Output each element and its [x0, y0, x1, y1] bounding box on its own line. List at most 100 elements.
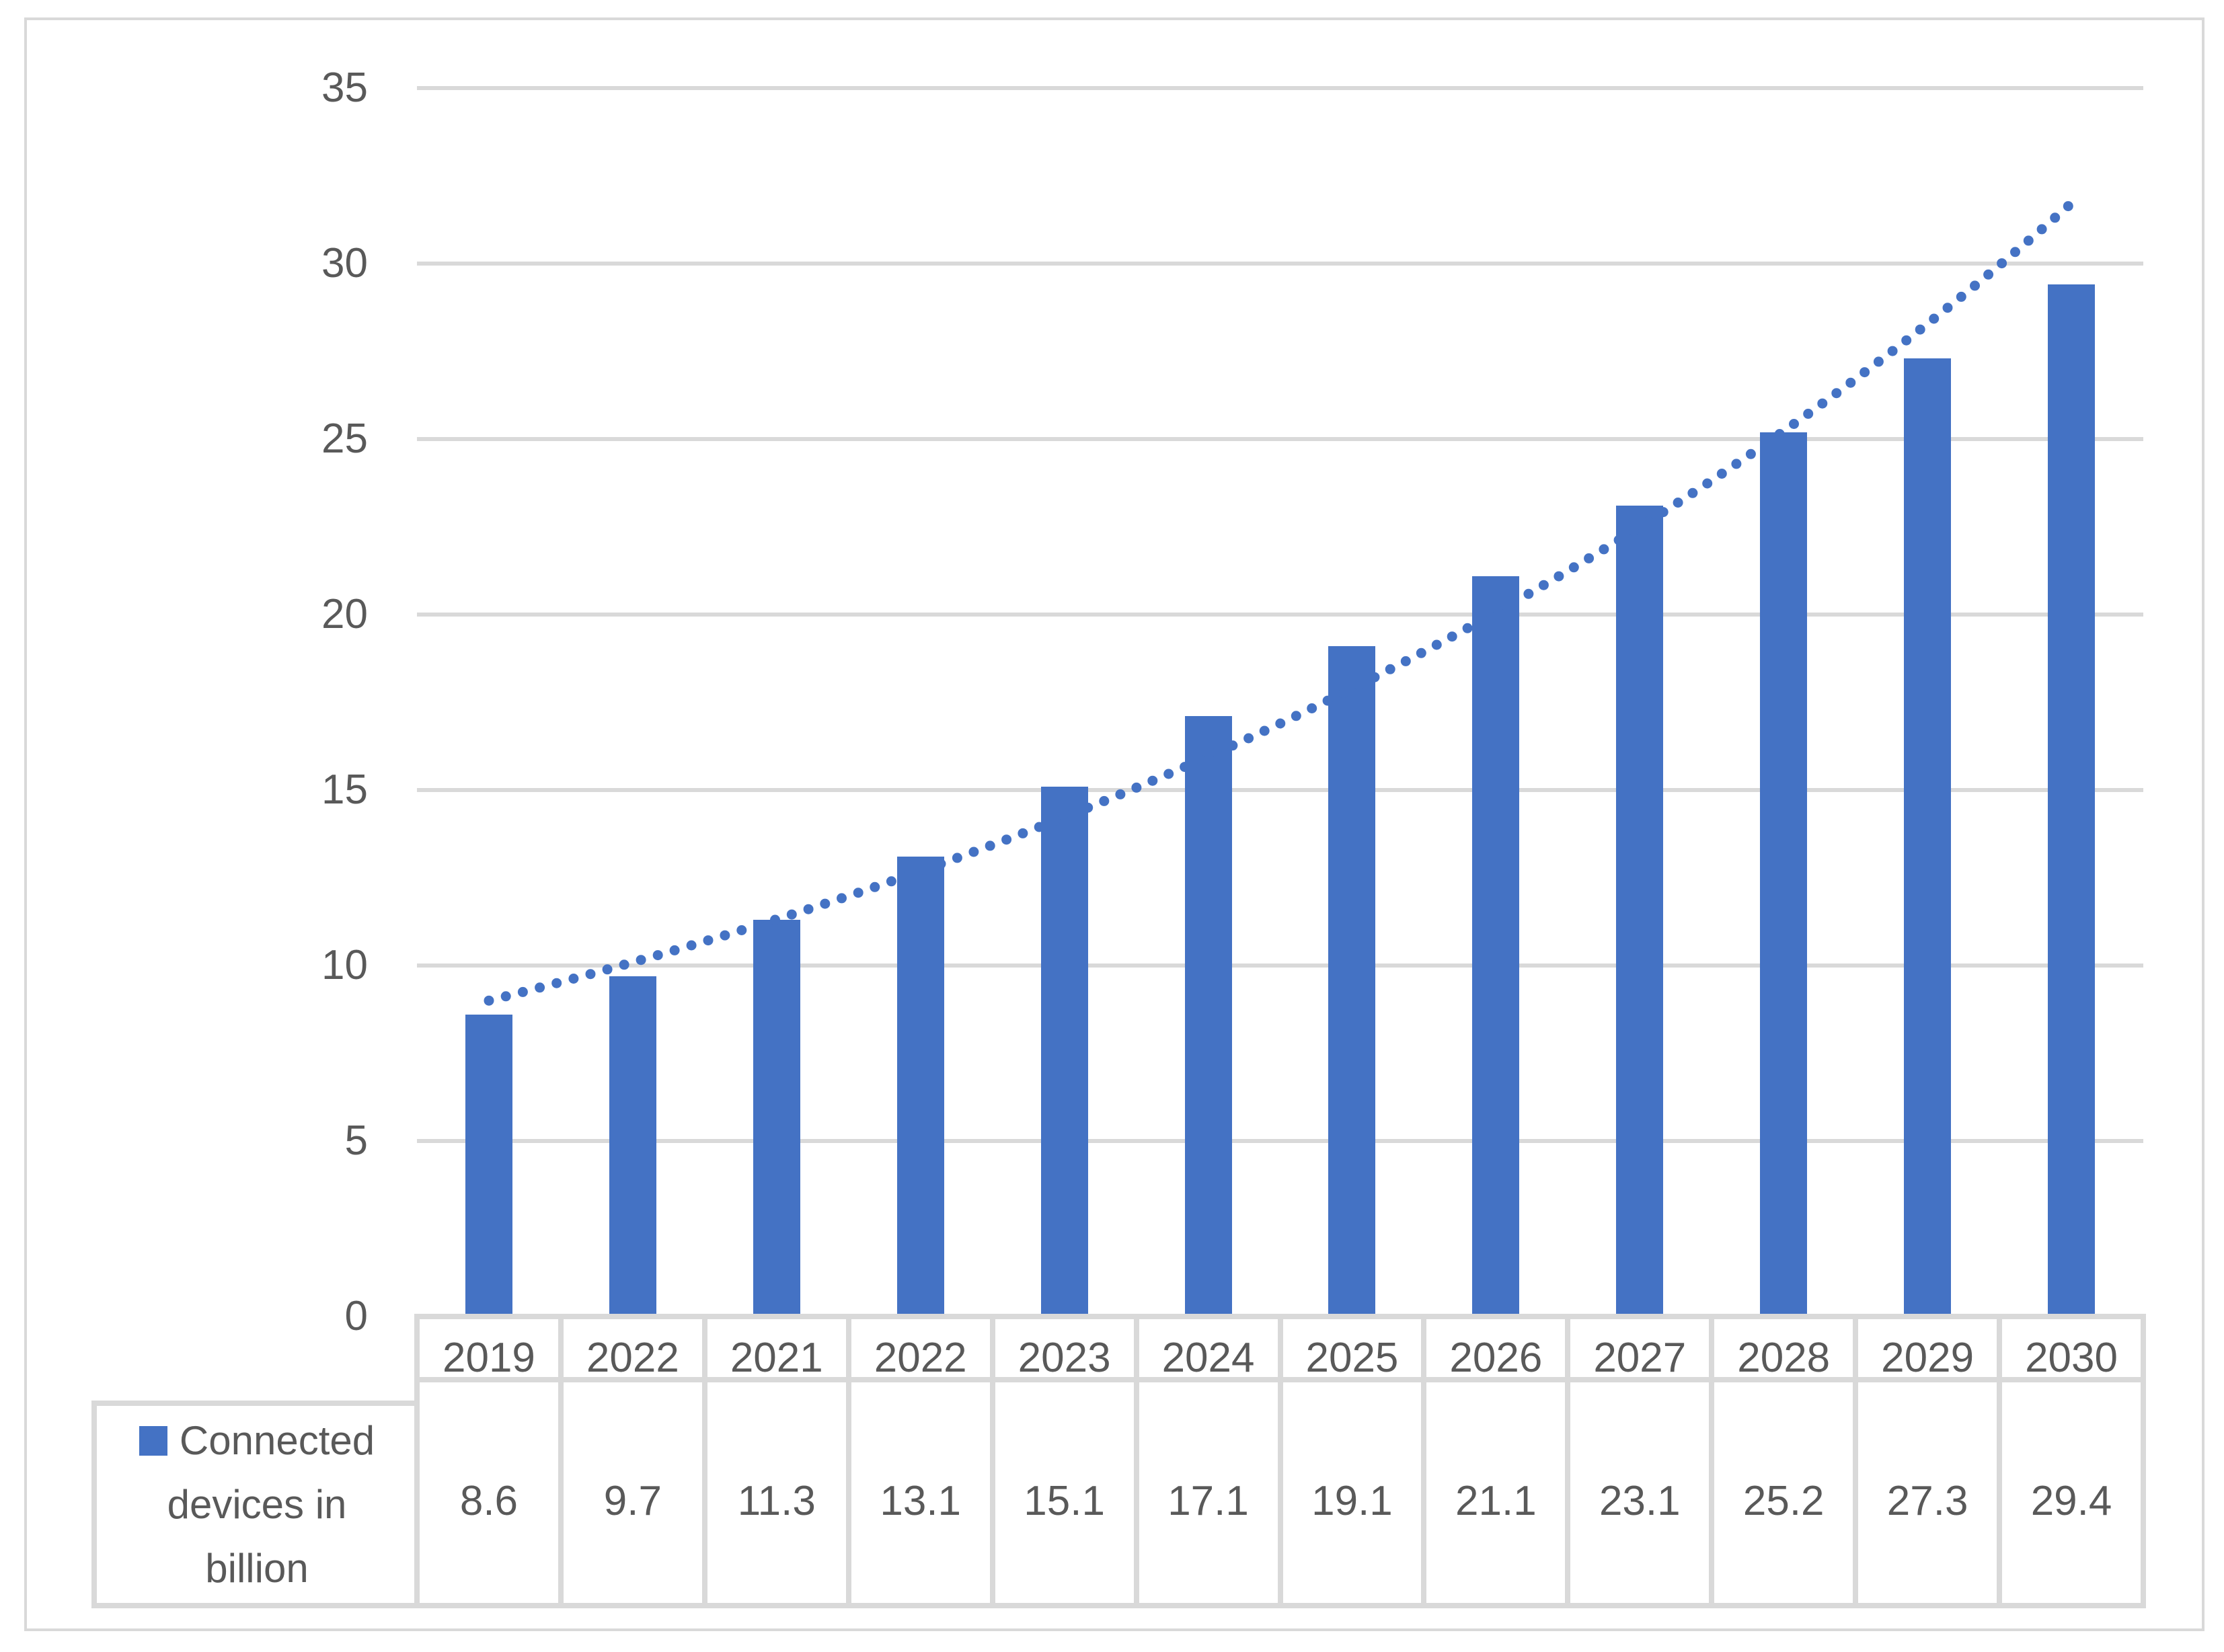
gridline-5 — [417, 1139, 2143, 1143]
trend-dot — [1687, 487, 1698, 498]
y-axis-tick-label-15: 15 — [321, 766, 368, 813]
trend-dot — [1613, 535, 1624, 545]
bar-2028 — [1760, 432, 1808, 1319]
y-axis-tick-label-0: 0 — [344, 1293, 368, 1339]
trend-dot — [652, 950, 663, 961]
bar-2023 — [1040, 786, 1088, 1319]
trend-dot — [1180, 762, 1190, 773]
trend-dot — [1322, 695, 1333, 706]
trend-dot — [720, 930, 730, 941]
trend-dot — [1873, 356, 1884, 367]
trend-dot — [1354, 680, 1365, 691]
trend-dot — [1447, 631, 1457, 642]
trend-dot — [551, 978, 562, 988]
table-column-border-8 — [1565, 1314, 1571, 1608]
trend-dot — [1901, 335, 1912, 346]
y-axis-tick-label-25: 25 — [321, 416, 368, 462]
trend-dot — [1554, 571, 1564, 582]
year-cell-11: 2030 — [2025, 1335, 2118, 1381]
bar-2026 — [1472, 576, 1520, 1319]
trend-dot — [1385, 664, 1395, 674]
gridline-15 — [417, 788, 2143, 792]
trend-dot — [602, 964, 613, 975]
trend-dot — [1291, 711, 1301, 721]
y-axis-tick-label-10: 10 — [321, 942, 368, 988]
table-column-border-12 — [2141, 1314, 2146, 1608]
gridline-25 — [417, 437, 2143, 441]
year-cell-6: 2025 — [1305, 1335, 1399, 1381]
year-cell-7: 2026 — [1449, 1335, 1543, 1381]
trend-dot — [736, 925, 747, 935]
value-cell-11: 29.4 — [2030, 1478, 2112, 1524]
gridline-10 — [417, 963, 2143, 968]
trend-dot — [1628, 526, 1639, 536]
trend-dot — [1731, 459, 1742, 469]
trend-dot — [1147, 775, 1158, 786]
year-cell-0: 2019 — [442, 1335, 535, 1381]
trend-dot — [2050, 212, 2061, 223]
chart-outer-frame — [24, 17, 2204, 1631]
gridline-35 — [417, 86, 2143, 90]
trend-dot — [1673, 498, 1683, 508]
trend-dot — [484, 995, 494, 1006]
trend-dot — [1131, 782, 1142, 793]
trend-dot — [1568, 562, 1579, 573]
trend-dot — [1050, 816, 1061, 826]
trend-dot — [669, 945, 680, 955]
bar-2022 — [896, 857, 944, 1319]
bar-2021 — [753, 920, 800, 1319]
trend-dot — [1067, 809, 1077, 820]
legend-cell: Connected devices in billion — [100, 1406, 414, 1603]
trend-dot — [903, 870, 913, 881]
value-cell-6: 19.1 — [1311, 1478, 1393, 1524]
value-cell-1: 9.7 — [603, 1478, 662, 1524]
trend-dot — [1478, 615, 1488, 625]
trend-dot — [568, 974, 579, 984]
trend-dot — [1243, 733, 1254, 744]
trend-dot — [1643, 516, 1654, 527]
trend-dot — [1831, 388, 1842, 399]
bar-2030 — [2048, 284, 2096, 1319]
trend-dot — [1702, 478, 1713, 489]
trend-dot — [1658, 507, 1669, 518]
trend-dot — [1416, 647, 1426, 658]
trend-dot — [703, 935, 714, 946]
trend-dot — [500, 991, 511, 1002]
trend-dot — [1083, 802, 1094, 813]
value-cell-3: 13.1 — [880, 1478, 962, 1524]
table-bottom-border — [91, 1603, 2146, 1608]
trend-dot — [1227, 740, 1238, 751]
table-column-border-2 — [701, 1314, 707, 1608]
bar-2025 — [1328, 645, 1376, 1319]
trend-dot — [1745, 448, 1756, 459]
trend-dot — [1523, 588, 1534, 599]
trend-dot — [1942, 303, 1953, 313]
trend-dot — [1018, 828, 1028, 838]
table-column-border-0 — [414, 1314, 420, 1608]
gridline-30 — [417, 262, 2143, 266]
trend-dot — [1493, 606, 1504, 617]
trend-dot — [2036, 224, 2047, 235]
y-axis-tick-label-20: 20 — [321, 591, 368, 637]
trend-dot — [1956, 291, 1966, 302]
trend-dot — [1716, 469, 1727, 479]
trend-dot — [1887, 346, 1898, 356]
trend-dot — [968, 847, 979, 857]
value-cell-0: 8.6 — [459, 1478, 519, 1524]
trend-dot — [820, 898, 831, 909]
y-axis-tick-label-30: 30 — [321, 240, 368, 286]
table-column-border-6 — [1277, 1314, 1283, 1608]
legend-cell-left-border — [91, 1401, 97, 1608]
trend-dot — [1845, 377, 1856, 388]
trend-dot — [786, 909, 797, 920]
value-cell-5: 17.1 — [1167, 1478, 1249, 1524]
gridline-20 — [417, 613, 2143, 617]
trend-dot — [837, 893, 847, 904]
trend-dot — [1508, 597, 1519, 608]
value-cell-7: 21.1 — [1455, 1478, 1537, 1524]
trend-dot — [870, 881, 880, 892]
trend-dot — [1859, 367, 1870, 378]
value-cell-2: 11.3 — [737, 1478, 816, 1524]
